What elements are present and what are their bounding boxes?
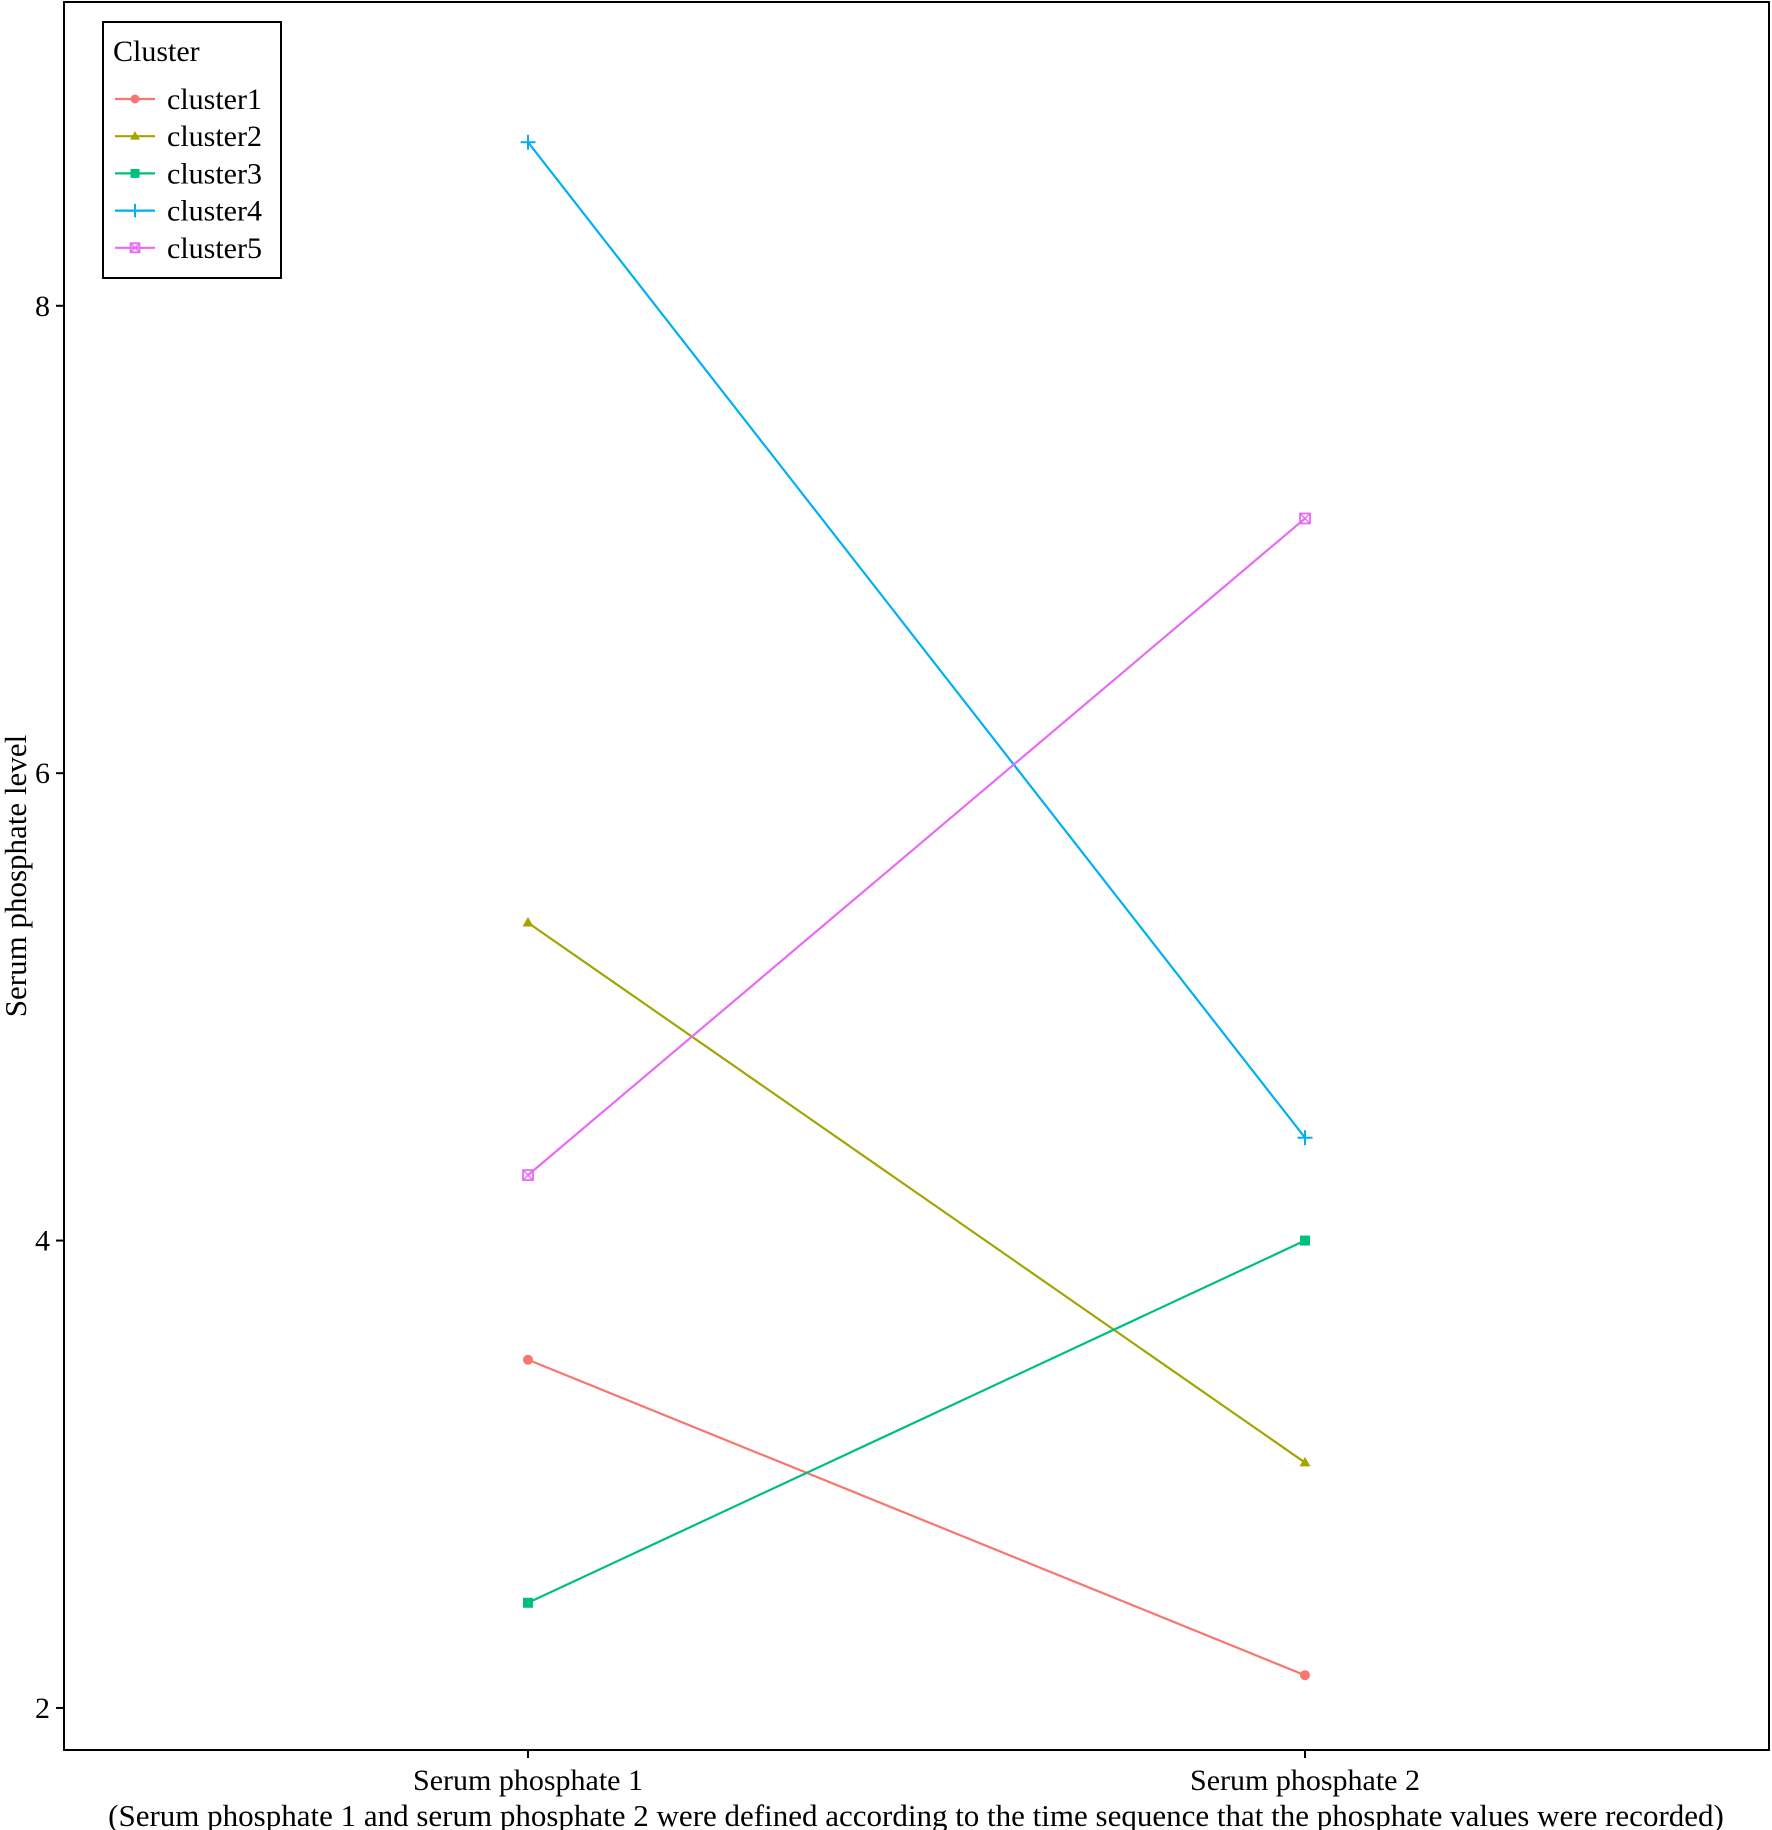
y-axis: 2 4 6 8 (35, 290, 64, 1725)
x-axis-caption: (Serum phosphate 1 and serum phosphate 2… (108, 1798, 1724, 1830)
legend-label: cluster4 (167, 195, 262, 228)
point-marker (1299, 1456, 1311, 1467)
legend-items: cluster1 cluster2 cluster3 cluster4 cluster5 (115, 83, 262, 265)
legend: Cluster cluster1 cluster2 cluster3 cluster4… (102, 21, 282, 279)
point-marker (520, 134, 536, 150)
series-cluster4 (520, 134, 1313, 1146)
series-line (527, 517, 1306, 1176)
point-marker (1299, 512, 1311, 525)
legend-item-cluster4: cluster4 (115, 195, 262, 228)
legend-title: Cluster (113, 35, 200, 68)
series-cluster1 (523, 1354, 1310, 1681)
series-cluster5 (522, 512, 1311, 1182)
point-marker (522, 917, 534, 927)
y-tick-label: 4 (35, 1225, 50, 1258)
y-tick-label: 6 (35, 757, 50, 790)
legend-box (102, 21, 282, 279)
legend-label: cluster3 (167, 157, 262, 190)
x-tick-label: Serum phosphate 1 (413, 1764, 643, 1797)
legend-item-cluster5: cluster5 (115, 232, 262, 265)
series-layer (520, 134, 1313, 1681)
point-marker (128, 203, 142, 218)
point-marker (522, 1169, 534, 1182)
series-line (527, 921, 1306, 1464)
point-marker (523, 1354, 533, 1365)
point-marker (1297, 1130, 1313, 1146)
series-line (527, 1358, 1306, 1677)
x-axis: Serum phosphate 1 Serum phosphate 2 (413, 1750, 1420, 1797)
series-line (527, 1239, 1306, 1604)
point-marker (1300, 1670, 1310, 1681)
legend-label: cluster2 (167, 120, 262, 153)
point-marker (130, 94, 140, 104)
series-cluster3 (523, 1235, 1310, 1608)
series-cluster2 (522, 917, 1311, 1467)
legend-label: cluster5 (167, 232, 262, 265)
point-marker (1300, 1235, 1310, 1246)
point-marker (523, 1597, 533, 1608)
plot-panel-border (63, 1, 1770, 1751)
point-marker (130, 168, 140, 178)
legend-item-cluster1: cluster1 (115, 83, 262, 116)
x-tick-label: Serum phosphate 2 (1190, 1764, 1420, 1797)
legend-item-cluster3: cluster3 (115, 157, 262, 190)
legend-label: cluster1 (167, 83, 262, 116)
point-marker (130, 131, 140, 140)
legend-item-cluster2: cluster2 (115, 120, 262, 153)
y-tick-label: 8 (35, 290, 50, 323)
y-axis-title: Serum phosphate level (0, 735, 33, 1017)
point-marker (129, 242, 141, 254)
y-tick-label: 2 (35, 1692, 50, 1725)
series-line (527, 141, 1306, 1139)
